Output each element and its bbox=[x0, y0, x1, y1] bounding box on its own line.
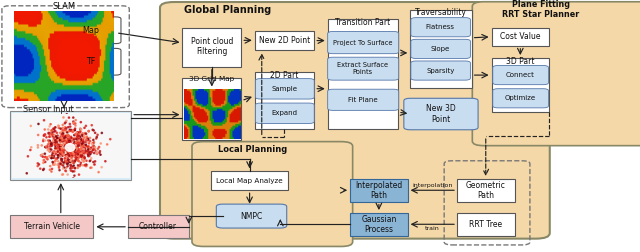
Text: Slope: Slope bbox=[431, 46, 450, 52]
FancyBboxPatch shape bbox=[410, 10, 472, 88]
Text: 2D Part: 2D Part bbox=[270, 71, 298, 80]
Text: Transition Part: Transition Part bbox=[335, 18, 390, 27]
Text: Terrain Vehicle: Terrain Vehicle bbox=[24, 222, 80, 231]
FancyBboxPatch shape bbox=[411, 61, 470, 80]
Text: Geometric
Path: Geometric Path bbox=[466, 181, 506, 200]
FancyBboxPatch shape bbox=[10, 111, 131, 180]
FancyBboxPatch shape bbox=[493, 89, 548, 108]
Text: New 2D Point: New 2D Point bbox=[259, 36, 310, 45]
Text: SLAM: SLAM bbox=[52, 2, 76, 11]
FancyBboxPatch shape bbox=[472, 2, 640, 146]
FancyBboxPatch shape bbox=[192, 142, 353, 246]
Text: Controller: Controller bbox=[139, 222, 177, 231]
Text: Sample: Sample bbox=[272, 86, 298, 92]
FancyBboxPatch shape bbox=[160, 2, 550, 239]
FancyBboxPatch shape bbox=[492, 28, 549, 46]
FancyBboxPatch shape bbox=[211, 171, 288, 190]
FancyBboxPatch shape bbox=[411, 18, 470, 37]
Text: interpolation: interpolation bbox=[412, 183, 453, 188]
Text: Traversability: Traversability bbox=[415, 8, 467, 17]
FancyBboxPatch shape bbox=[61, 48, 121, 75]
Text: train: train bbox=[425, 226, 440, 231]
FancyBboxPatch shape bbox=[350, 179, 408, 202]
Text: Sensor Input: Sensor Input bbox=[22, 105, 74, 114]
FancyBboxPatch shape bbox=[457, 179, 515, 202]
FancyBboxPatch shape bbox=[10, 215, 93, 238]
Text: Gaussian
Process: Gaussian Process bbox=[361, 215, 397, 234]
FancyBboxPatch shape bbox=[328, 19, 398, 129]
FancyBboxPatch shape bbox=[493, 66, 548, 85]
Text: Point cloud
Filtering: Point cloud Filtering bbox=[191, 37, 233, 56]
Text: Plane Fitting
RRT Star Planner: Plane Fitting RRT Star Planner bbox=[502, 0, 579, 19]
FancyBboxPatch shape bbox=[255, 72, 314, 129]
Text: NMPC: NMPC bbox=[241, 212, 262, 221]
FancyBboxPatch shape bbox=[216, 204, 287, 228]
FancyBboxPatch shape bbox=[61, 17, 121, 44]
Text: Fit Plane: Fit Plane bbox=[348, 97, 378, 103]
Text: Map: Map bbox=[83, 26, 99, 35]
Text: 3D Part: 3D Part bbox=[506, 57, 534, 66]
FancyBboxPatch shape bbox=[255, 103, 314, 123]
FancyBboxPatch shape bbox=[328, 89, 399, 110]
FancyBboxPatch shape bbox=[350, 213, 408, 236]
FancyBboxPatch shape bbox=[255, 79, 314, 99]
Text: RRT Tree: RRT Tree bbox=[469, 220, 502, 229]
Text: 3D Grid Map: 3D Grid Map bbox=[189, 76, 234, 82]
Text: Optimize: Optimize bbox=[505, 95, 536, 101]
Text: Sparsity: Sparsity bbox=[426, 68, 454, 74]
FancyBboxPatch shape bbox=[492, 58, 549, 112]
FancyBboxPatch shape bbox=[328, 57, 399, 80]
FancyBboxPatch shape bbox=[404, 98, 478, 130]
FancyBboxPatch shape bbox=[182, 28, 241, 67]
Text: Project To Surface: Project To Surface bbox=[333, 40, 392, 46]
Text: Connect: Connect bbox=[506, 72, 535, 78]
FancyBboxPatch shape bbox=[328, 32, 399, 54]
FancyBboxPatch shape bbox=[255, 31, 314, 50]
Text: Interpolated
Path: Interpolated Path bbox=[355, 181, 403, 200]
Text: Local Planning: Local Planning bbox=[218, 145, 287, 154]
Text: Extract Surface
Points: Extract Surface Points bbox=[337, 62, 388, 75]
Text: New 3D
Point: New 3D Point bbox=[426, 104, 456, 123]
FancyBboxPatch shape bbox=[411, 39, 470, 58]
FancyBboxPatch shape bbox=[182, 78, 241, 140]
Text: Expand: Expand bbox=[272, 110, 298, 116]
Text: Local Map Analyze: Local Map Analyze bbox=[216, 178, 283, 184]
FancyBboxPatch shape bbox=[457, 213, 515, 236]
FancyBboxPatch shape bbox=[128, 215, 189, 238]
Text: Flatness: Flatness bbox=[426, 24, 455, 30]
Text: TF: TF bbox=[86, 57, 95, 66]
Text: Global Planning: Global Planning bbox=[184, 5, 271, 15]
Text: Cost Value: Cost Value bbox=[500, 32, 541, 41]
